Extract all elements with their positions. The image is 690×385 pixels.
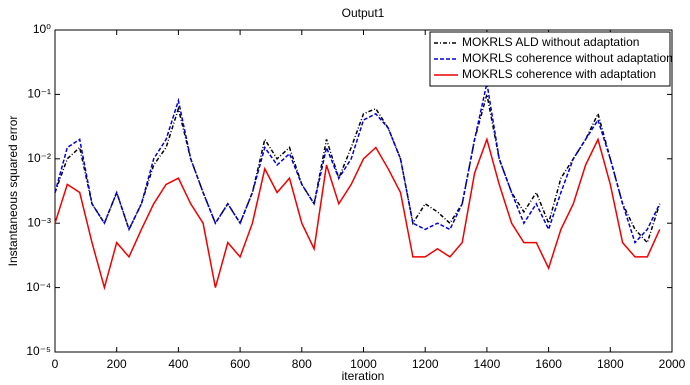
x-tick-label: 400 — [168, 357, 188, 371]
y-tick-label: 10⁻² — [27, 151, 51, 165]
data-line — [54, 82, 661, 245]
x-tick-label: 2000 — [659, 357, 686, 371]
legend-box — [429, 31, 671, 87]
x-tick-label: 600 — [230, 357, 250, 371]
y-tick-label: 10⁻⁵ — [26, 344, 51, 358]
data-line — [54, 136, 661, 291]
x-tick-label: 0 — [52, 357, 59, 371]
x-axis-label: iteration — [342, 369, 385, 383]
y-axis-label: Instantaneous squared error — [6, 116, 20, 267]
y-tick-label: 10⁻³ — [27, 215, 51, 229]
x-tick-label: 1800 — [597, 357, 624, 371]
x-tick-label: 1000 — [350, 357, 377, 371]
y-tick-label: 10⁻⁴ — [26, 280, 51, 294]
legend-label: MOKRLS ALD without adaptation — [462, 35, 639, 49]
legend-label: MOKRLS coherence without adaptation — [462, 51, 673, 65]
x-tick-label: 1200 — [412, 357, 439, 371]
x-tick-label: 800 — [292, 357, 312, 371]
x-tick-label: 200 — [107, 357, 127, 371]
chart-title: Output1 — [342, 6, 385, 20]
legend-label: MOKRLS coherence with adaptation — [462, 67, 656, 81]
y-tick-label: 10⁻¹ — [27, 87, 51, 101]
y-tick-label: 10⁰ — [33, 22, 51, 36]
x-tick-label: 1400 — [474, 357, 501, 371]
data-line — [54, 94, 661, 245]
x-tick-label: 1600 — [535, 357, 562, 371]
